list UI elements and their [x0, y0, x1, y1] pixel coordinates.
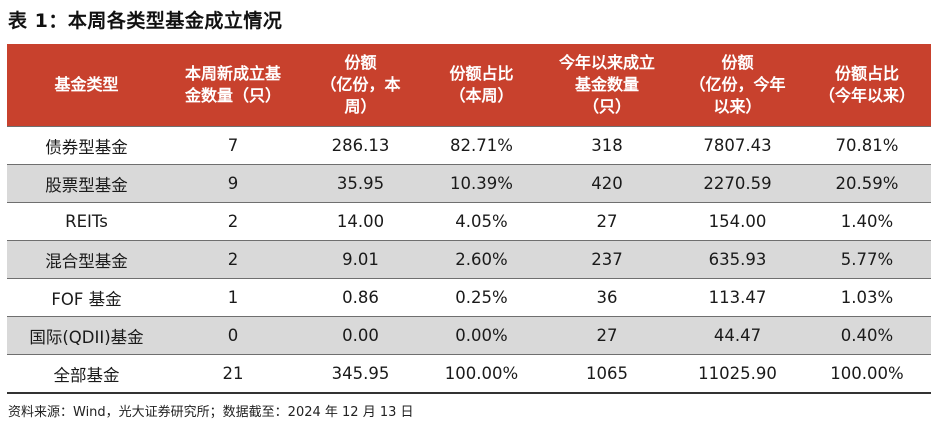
table-row: REITs 2 14.00 4.05% 27 154.00 1.40% [7, 202, 931, 241]
cell-fund-type: 混合型基金 [7, 240, 166, 279]
cell-fund-type: 全部基金 [7, 354, 166, 394]
source-note: 资料来源：Wind，光大证券研究所；数据截至：2024 年 12 月 13 日 [8, 405, 414, 420]
header-ytd-new-count: 今年以来成立 基金数量 （只） [542, 44, 672, 127]
cell-ytd-share: 11025.90 [672, 354, 803, 394]
cell-weekly-new-count: 2 [166, 202, 300, 241]
table-row: FOF 基金 1 0.86 0.25% 36 113.47 1.03% [7, 278, 931, 317]
cell-weekly-new-count: 1 [166, 278, 300, 317]
table-row: 债券型基金 7 286.13 82.71% 318 7807.43 70.81% [7, 126, 931, 165]
header-fund-type: 基金类型 [7, 44, 166, 127]
cell-ytd-share-ratio: 100.00% [803, 354, 931, 394]
header-weekly-share: 份额 （亿份，本 周） [300, 44, 421, 127]
cell-ytd-share-ratio: 1.40% [803, 202, 931, 241]
cell-ytd-share: 635.93 [672, 240, 803, 279]
header-ytd-share-ratio: 份额占比 （今年以来） [803, 44, 931, 127]
header-ytd-share: 份额 （亿份，今年 以来） [672, 44, 803, 127]
cell-weekly-share: 35.95 [300, 164, 421, 203]
cell-weekly-share-ratio: 10.39% [421, 164, 542, 203]
cell-weekly-share-ratio: 82.71% [421, 126, 542, 165]
cell-fund-type: 债券型基金 [7, 126, 166, 165]
table-row: 股票型基金 9 35.95 10.39% 420 2270.59 20.59% [7, 164, 931, 203]
cell-ytd-share: 113.47 [672, 278, 803, 317]
cell-weekly-share: 14.00 [300, 202, 421, 241]
table-row: 国际(QDII)基金 0 0.00 0.00% 27 44.47 0.40% [7, 316, 931, 355]
cell-weekly-share: 0.00 [300, 316, 421, 355]
cell-ytd-new-count: 1065 [542, 354, 672, 394]
cell-weekly-share-ratio: 0.25% [421, 278, 542, 317]
fund-table: 基金类型 本周新成立基 金数量（只） 份额 （亿份，本 周） 份额占比 （本周）… [7, 44, 931, 394]
cell-weekly-share: 9.01 [300, 240, 421, 279]
table-title: 表 1：本周各类型基金成立情况 [8, 10, 283, 32]
cell-ytd-share-ratio: 1.03% [803, 278, 931, 317]
cell-fund-type: 股票型基金 [7, 164, 166, 203]
cell-ytd-share-ratio: 5.77% [803, 240, 931, 279]
cell-ytd-share: 154.00 [672, 202, 803, 241]
table-row: 混合型基金 2 9.01 2.60% 237 635.93 5.77% [7, 240, 931, 279]
cell-fund-type: FOF 基金 [7, 278, 166, 317]
header-weekly-share-ratio: 份额占比 （本周） [421, 44, 542, 127]
cell-weekly-new-count: 2 [166, 240, 300, 279]
cell-ytd-new-count: 318 [542, 126, 672, 165]
cell-weekly-new-count: 7 [166, 126, 300, 165]
cell-ytd-new-count: 27 [542, 202, 672, 241]
table-row-total: 全部基金 21 345.95 100.00% 1065 11025.90 100… [7, 354, 931, 394]
cell-weekly-share: 0.86 [300, 278, 421, 317]
cell-ytd-new-count: 237 [542, 240, 672, 279]
cell-ytd-new-count: 27 [542, 316, 672, 355]
cell-ytd-share: 2270.59 [672, 164, 803, 203]
cell-ytd-new-count: 36 [542, 278, 672, 317]
cell-ytd-share: 44.47 [672, 316, 803, 355]
cell-ytd-new-count: 420 [542, 164, 672, 203]
cell-weekly-share-ratio: 2.60% [421, 240, 542, 279]
cell-ytd-share-ratio: 0.40% [803, 316, 931, 355]
cell-fund-type: 国际(QDII)基金 [7, 316, 166, 355]
cell-weekly-share: 345.95 [300, 354, 421, 394]
cell-ytd-share: 7807.43 [672, 126, 803, 165]
cell-ytd-share-ratio: 20.59% [803, 164, 931, 203]
cell-weekly-new-count: 9 [166, 164, 300, 203]
cell-weekly-share-ratio: 100.00% [421, 354, 542, 394]
header-weekly-new-count: 本周新成立基 金数量（只） [166, 44, 300, 127]
cell-ytd-share-ratio: 70.81% [803, 126, 931, 165]
cell-weekly-share: 286.13 [300, 126, 421, 165]
cell-weekly-share-ratio: 4.05% [421, 202, 542, 241]
cell-fund-type: REITs [7, 202, 166, 241]
cell-weekly-share-ratio: 0.00% [421, 316, 542, 355]
header-row: 基金类型 本周新成立基 金数量（只） 份额 （亿份，本 周） 份额占比 （本周）… [7, 44, 931, 127]
cell-weekly-new-count: 21 [166, 354, 300, 394]
cell-weekly-new-count: 0 [166, 316, 300, 355]
